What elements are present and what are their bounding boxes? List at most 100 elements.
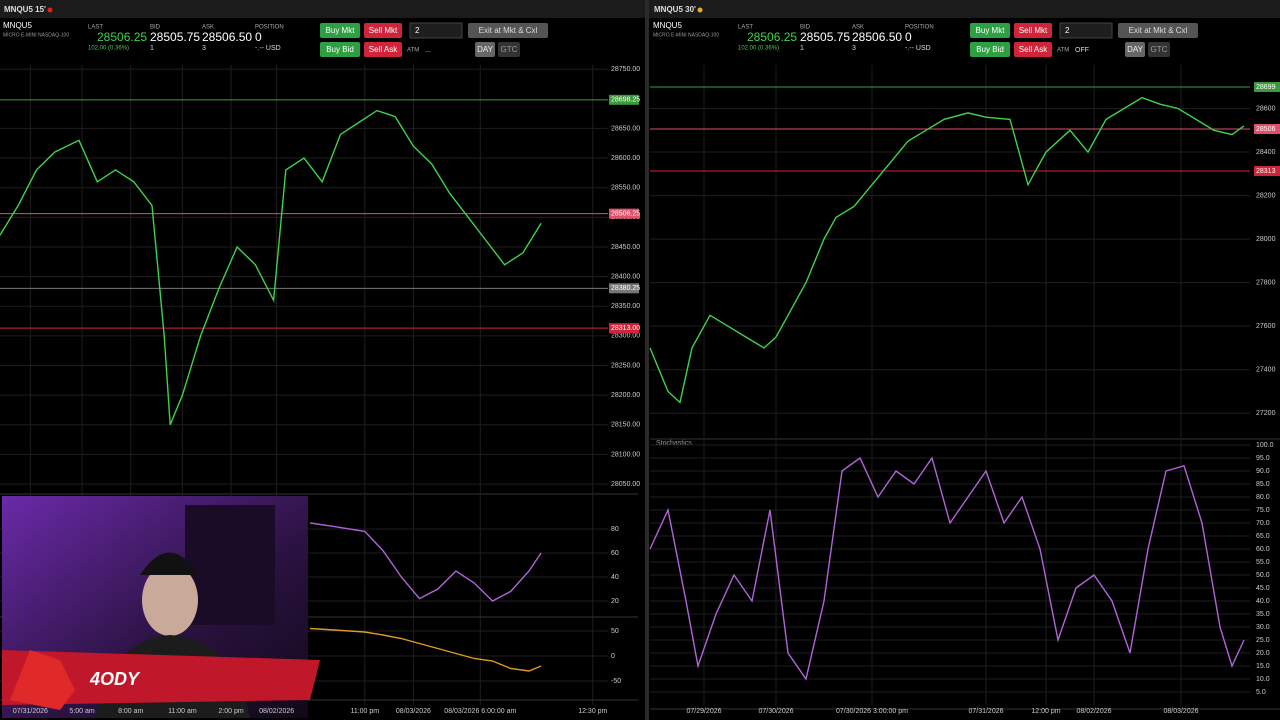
x-tick-label: 08/02/2026: [1076, 708, 1111, 715]
qty-box[interactable]: [409, 22, 463, 39]
button-label[interactable]: Buy Bid: [976, 45, 1004, 54]
atm-label: ATM: [1057, 48, 1069, 54]
y-tick-label: 40.0: [1256, 598, 1270, 605]
tif-day-button[interactable]: [1125, 42, 1145, 57]
wolf-logo: [10, 650, 75, 710]
symbol: MNQU5: [3, 21, 32, 30]
button-label[interactable]: DAY: [1127, 45, 1144, 54]
price-badge-label: 28698.25: [611, 97, 640, 104]
sell-mkt-button[interactable]: [364, 23, 402, 38]
y-tick-label: 20: [611, 598, 619, 605]
button-label[interactable]: GTC: [1151, 45, 1168, 54]
y-tick-label: 28650.00: [611, 125, 640, 132]
y-tick-label: 25.0: [1256, 637, 1270, 644]
x-tick-label: 07/30/2026 3:00:00 pm: [836, 708, 908, 715]
atm-label: ATM: [407, 48, 419, 54]
button-label[interactable]: Exit at Mkt & Cxl: [1129, 26, 1188, 35]
price-badge: [1254, 123, 1280, 134]
change: 102.00 (0.36%): [738, 46, 779, 52]
description: MICRO E-MINI NASDAQ-100: [3, 32, 69, 38]
position: 0: [255, 30, 262, 44]
button-label[interactable]: Sell Ask: [1019, 45, 1048, 54]
window: [185, 505, 275, 625]
y-tick-label: 20.0: [1256, 650, 1270, 657]
price-badge: [609, 94, 639, 105]
y-tick-label: 15.0: [1256, 663, 1270, 670]
tif-gtc-button[interactable]: [1148, 42, 1170, 57]
x-tick-label: 12:30 pm: [578, 708, 607, 715]
buy-bid-button[interactable]: [970, 42, 1010, 57]
y-tick-label: 28000: [1256, 236, 1276, 243]
pnl: -.-- USD: [905, 45, 931, 52]
y-tick-label: 5.0: [1256, 689, 1266, 696]
y-tick-label: 27600: [1256, 323, 1276, 330]
button-label[interactable]: Sell Ask: [369, 45, 398, 54]
position-label: POSITION: [255, 25, 284, 31]
y-tick-label: 27400: [1256, 367, 1276, 374]
tif-day-button[interactable]: [475, 42, 495, 57]
y-tick-label: 65.0: [1256, 533, 1270, 540]
button-label[interactable]: Buy Mkt: [976, 26, 1006, 35]
qty[interactable]: 2: [1065, 26, 1070, 35]
bid: 28505.75: [800, 30, 850, 44]
y-tick-label: 28100.00: [611, 451, 640, 458]
qty[interactable]: 2: [415, 26, 420, 35]
x-tick-label: 07/31/2026: [968, 708, 1003, 715]
button-label[interactable]: Exit at Mkt & Cxl: [479, 26, 538, 35]
sell-mkt-button[interactable]: [1014, 23, 1052, 38]
x-tick-label: 07/29/2026: [686, 708, 721, 715]
y-tick-label: 75.0: [1256, 507, 1270, 514]
y-tick-label: 55.0: [1256, 559, 1270, 566]
series-line: [649, 456, 1245, 681]
x-tick-label: 07/31/2026: [13, 708, 48, 715]
buy-mkt-button[interactable]: [320, 23, 360, 38]
button-label[interactable]: DAY: [477, 45, 494, 54]
y-tick-label: 50.0: [1256, 572, 1270, 579]
x-tick-label: 08/03/2026 6:00:00 am: [444, 708, 516, 715]
y-tick-label: 50: [611, 628, 619, 635]
button-label[interactable]: GTC: [501, 45, 518, 54]
exit-button[interactable]: [468, 23, 548, 38]
y-tick-label: 70.0: [1256, 520, 1270, 527]
y-tick-label: 28600.00: [611, 155, 640, 162]
buy-mkt-button[interactable]: [970, 23, 1010, 38]
y-tick-label: 28600: [1256, 105, 1276, 112]
bid-size: 1: [150, 45, 154, 52]
button-label[interactable]: Buy Bid: [326, 45, 354, 54]
banner: [2, 650, 320, 705]
button-label[interactable]: Sell Mkt: [369, 26, 398, 35]
atm-value[interactable]: OFF: [1075, 47, 1089, 54]
tif-gtc-button[interactable]: [498, 42, 520, 57]
x-tick-label: 08/03/2026: [396, 708, 431, 715]
button-label[interactable]: Buy Mkt: [326, 26, 356, 35]
y-tick-label: 28400.00: [611, 273, 640, 280]
last: 28506.25: [747, 30, 797, 44]
qty-box[interactable]: [1059, 22, 1113, 39]
series-line: [310, 627, 542, 672]
y-tick-label: 28200: [1256, 192, 1276, 199]
sell-ask-button[interactable]: [364, 42, 402, 57]
exit-button[interactable]: [1118, 23, 1198, 38]
face: [142, 564, 198, 636]
y-tick-label: 28350.00: [611, 303, 640, 310]
y-tick-label: 85.0: [1256, 481, 1270, 488]
y-tick-label: 80: [611, 526, 619, 533]
splitter: [645, 0, 649, 720]
price-badge-label: 28506.25: [611, 210, 640, 217]
x-tick-label: 08/02/2026: [259, 708, 294, 715]
y-tick-label: 28150.00: [611, 422, 640, 429]
atm-value[interactable]: ...: [425, 47, 431, 54]
bid-label: BID: [800, 25, 811, 31]
pane-title: Stochastics: [656, 440, 692, 447]
x-tick-label: 2:00 pm: [218, 708, 243, 715]
y-tick-label: 100.0: [1256, 442, 1274, 449]
sell-ask-button[interactable]: [1014, 42, 1052, 57]
price-badge: [609, 323, 639, 334]
buy-bid-button[interactable]: [320, 42, 360, 57]
y-tick-label: 27200: [1256, 410, 1276, 417]
y-tick-label: 28750.00: [611, 66, 640, 73]
y-tick-label: 40: [611, 574, 619, 581]
button-label[interactable]: Sell Mkt: [1019, 26, 1048, 35]
y-tick-label: 30.0: [1256, 624, 1270, 631]
series-line: [309, 522, 542, 602]
